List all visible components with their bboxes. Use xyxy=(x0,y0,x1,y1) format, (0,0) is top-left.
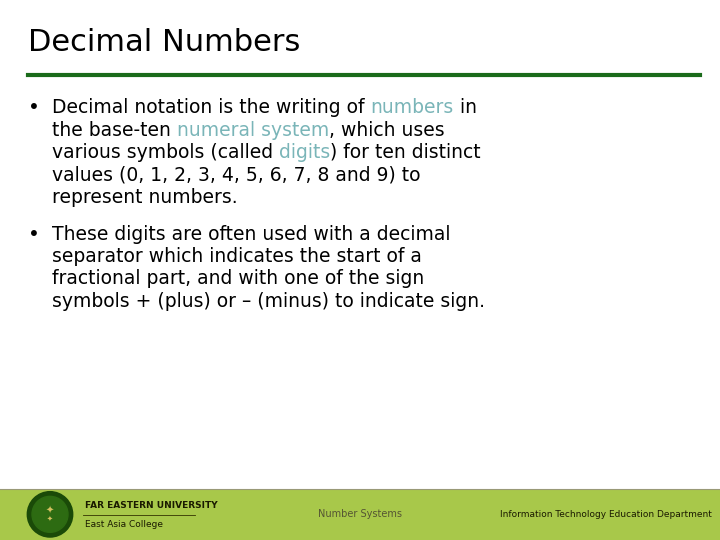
Text: Information Technology Education Department: Information Technology Education Departm… xyxy=(500,510,712,519)
Circle shape xyxy=(32,496,68,532)
Text: ) for ten distinct: ) for ten distinct xyxy=(330,143,481,162)
Text: •: • xyxy=(28,225,40,244)
Text: These digits are often used with a decimal: These digits are often used with a decim… xyxy=(52,225,451,244)
Circle shape xyxy=(28,492,72,536)
Text: FAR EASTERN UNIVERSITY: FAR EASTERN UNIVERSITY xyxy=(85,501,217,510)
Text: numeral system: numeral system xyxy=(177,120,329,139)
Text: ✦: ✦ xyxy=(47,515,53,521)
Text: Decimal Numbers: Decimal Numbers xyxy=(28,28,300,57)
Text: East Asia College: East Asia College xyxy=(85,520,163,529)
Text: digits: digits xyxy=(279,143,330,162)
Text: Number Systems: Number Systems xyxy=(318,509,402,519)
Text: fractional part, and with one of the sign: fractional part, and with one of the sig… xyxy=(52,269,424,288)
Text: various symbols (called: various symbols (called xyxy=(52,143,279,162)
Text: symbols + (plus) or – (minus) to indicate sign.: symbols + (plus) or – (minus) to indicat… xyxy=(52,292,485,311)
Text: •: • xyxy=(28,98,40,117)
Text: represent numbers.: represent numbers. xyxy=(52,188,238,207)
Text: Decimal notation is the writing of: Decimal notation is the writing of xyxy=(52,98,371,117)
Text: numbers: numbers xyxy=(371,98,454,117)
Bar xyxy=(0,489,720,540)
Text: in: in xyxy=(454,98,477,117)
Text: separator which indicates the start of a: separator which indicates the start of a xyxy=(52,247,422,266)
Text: values (0, 1, 2, 3, 4, 5, 6, 7, 8 and 9) to: values (0, 1, 2, 3, 4, 5, 6, 7, 8 and 9)… xyxy=(52,165,420,185)
Text: ✦: ✦ xyxy=(46,505,54,515)
Text: the base-ten: the base-ten xyxy=(52,120,177,139)
Text: , which uses: , which uses xyxy=(329,120,445,139)
